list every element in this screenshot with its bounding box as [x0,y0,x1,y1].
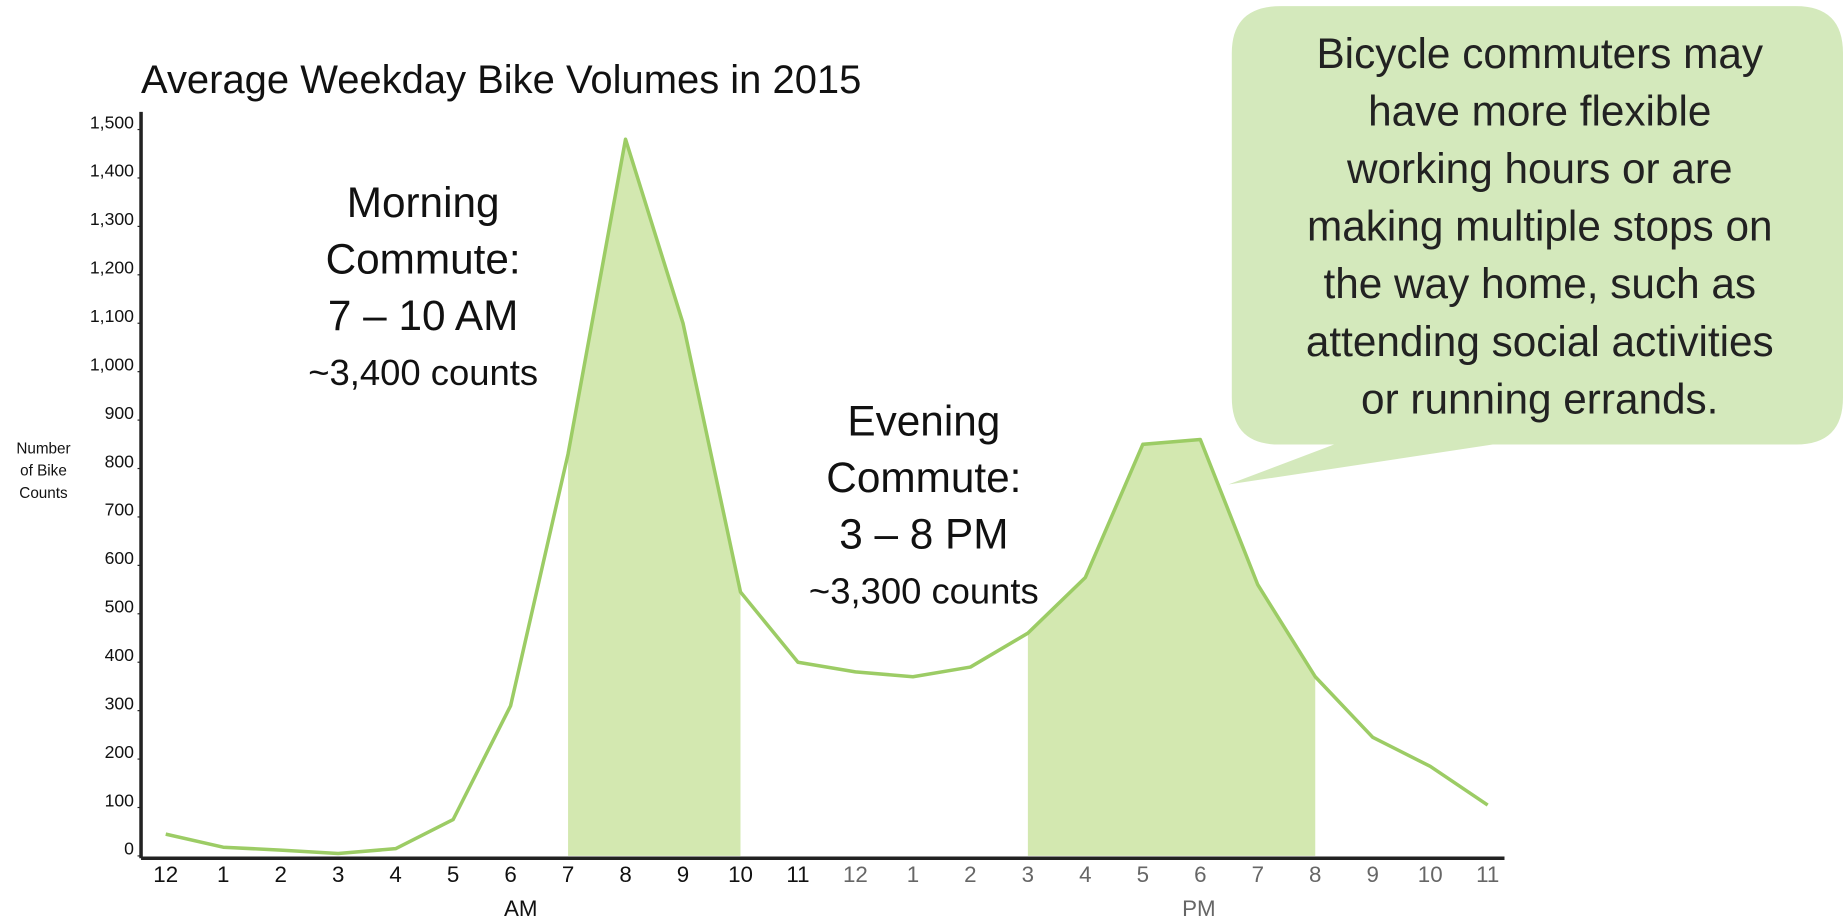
annotation-text: Evening [847,398,1000,445]
x-tick-label: 3 [1022,862,1034,887]
y-tick-label: 1,200 [90,258,134,278]
annotation-text: Morning [347,179,500,226]
x-tick-label: 6 [504,862,516,887]
y-tick-label: 1,500 [90,112,134,132]
y-tick-label: 700 [105,500,135,520]
x-group-label: AM [504,896,538,921]
callout-text: Bicycle commuters may [1316,30,1763,77]
x-tick-label: 11 [786,862,809,887]
callout-text: working hours or are [1346,145,1733,192]
x-tick-label: 4 [389,862,401,887]
x-tick-label: 7 [1252,862,1264,887]
x-tick-label: 1 [217,862,229,887]
x-tick-label: 10 [728,862,753,887]
annotation-text: Commute: [326,236,521,283]
y-tick-label: 0 [124,839,134,859]
x-tick-label: 6 [1194,862,1206,887]
y-tick-label: 600 [105,548,135,568]
y-tick-label: 300 [105,693,135,713]
annotation-text: Commute: [826,454,1021,501]
x-tick-label: 7 [562,862,574,887]
x-tick-label: 11 [1476,862,1499,887]
x-tick-label: 2 [274,862,286,887]
callout-text: the way home, such as [1323,260,1756,307]
y-axis-label: of Bike [20,463,67,480]
x-group-label: PM [1182,896,1216,921]
x-tick-label: 12 [153,862,178,887]
x-tick-label: 5 [1137,862,1149,887]
x-tick-label: 3 [332,862,344,887]
x-tick-label: 9 [1367,862,1379,887]
annotation-note: ~3,400 counts [308,352,538,393]
y-tick-label: 1,400 [90,161,134,181]
y-tick-label: 100 [105,790,135,810]
x-tick-label: 5 [447,862,459,887]
x-tick-label: 2 [964,862,976,887]
y-tick-label: 200 [105,742,135,762]
y-axis-label: Counts [19,485,68,502]
y-tick-label: 1,100 [90,306,134,326]
callout-text: attending social activities [1306,318,1774,365]
y-tick-label: 500 [105,597,135,617]
y-tick-label: 1,300 [90,209,134,229]
y-tick-label: 800 [105,451,135,471]
x-tick-label: 10 [1418,862,1443,887]
y-tick-label: 400 [105,645,135,665]
callout-text: have more flexible [1368,87,1711,134]
chart-title: Average Weekday Bike Volumes in 2015 [141,58,861,102]
x-tick-label: 1 [907,862,919,887]
highlight-area [1027,439,1316,856]
x-tick-label: 8 [619,862,631,887]
highlight-area [568,139,741,856]
callout-text: or running errands. [1361,375,1718,422]
annotation-note: ~3,300 counts [809,570,1039,611]
annotation-text: 7 – 10 AM [328,292,518,339]
x-tick-label: 9 [677,862,689,887]
annotation-text: 3 – 8 PM [839,511,1008,558]
callout-text: making multiple stops on [1307,203,1773,250]
y-tick-label: 900 [105,403,135,423]
x-tick-label: 8 [1309,862,1321,887]
callout-bubble [1228,6,1843,485]
y-tick-label: 1,000 [90,354,134,374]
x-tick-label: 12 [843,862,868,887]
x-tick-label: 4 [1079,862,1091,887]
y-axis-label: Number [16,440,70,457]
data-line [165,137,1489,856]
